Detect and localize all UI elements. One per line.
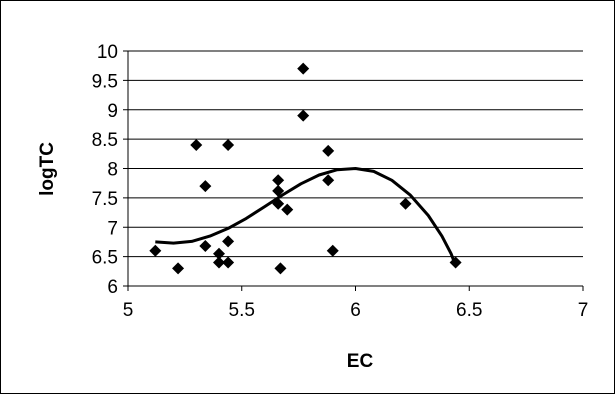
trendline-layer <box>155 167 458 266</box>
data-point <box>190 139 203 151</box>
x-tick-label: 5.5 <box>229 300 255 321</box>
data-point <box>326 244 339 257</box>
data-point <box>272 197 285 210</box>
x-tick-label: 7 <box>578 300 589 321</box>
data-point <box>322 144 335 157</box>
y-tick-label: 8 <box>107 160 118 181</box>
data-points <box>149 62 462 275</box>
data-point <box>322 174 335 187</box>
axes <box>123 50 584 291</box>
data-point <box>281 203 294 216</box>
x-tick-label: 5 <box>123 300 134 321</box>
data-point <box>199 180 212 193</box>
y-tick-label: 7 <box>107 218 118 239</box>
x-tick-labels: 5 5.5 6 6.5 7 <box>123 300 589 321</box>
data-point <box>213 256 225 269</box>
x-tick-label: 6.5 <box>456 300 482 321</box>
data-point <box>399 197 412 210</box>
y-tick-label: 6.5 <box>92 248 118 269</box>
data-point <box>272 184 285 197</box>
data-point <box>297 62 310 75</box>
x-tick-label: 6 <box>350 300 361 321</box>
data-point <box>222 139 235 151</box>
data-point <box>172 262 185 275</box>
data-point <box>149 244 162 257</box>
data-point <box>272 174 285 187</box>
y-tick-label: 6 <box>107 277 118 298</box>
data-point <box>297 109 310 122</box>
data-point <box>449 256 462 269</box>
y-tick-label: 10 <box>97 42 118 63</box>
y-tick-label: 7.5 <box>92 189 118 210</box>
y-axis-title: logTC <box>37 142 58 196</box>
y-tick-labels: 6 6.5 7 7.5 8 8.5 9 9.5 10 <box>92 42 118 298</box>
y-tick-label: 9.5 <box>92 71 118 92</box>
x-axis-title: EC <box>347 351 374 372</box>
data-point <box>274 262 287 275</box>
data-point <box>199 240 212 253</box>
trendline <box>155 167 458 266</box>
data-point <box>222 235 235 248</box>
y-tick-label: 9 <box>107 101 118 122</box>
data-point <box>222 256 235 269</box>
y-tick-label: 8.5 <box>92 130 118 151</box>
data-point <box>213 247 225 260</box>
